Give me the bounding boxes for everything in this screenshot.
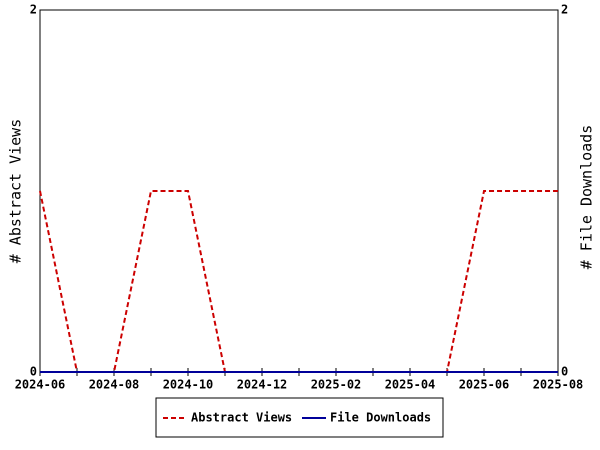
x-tick-label: 2025-04	[385, 378, 436, 392]
y-tick-label: 2	[30, 3, 37, 17]
legend-label: File Downloads	[330, 411, 431, 425]
x-tick-label: 2025-06	[459, 378, 510, 392]
x-tick-label: 2024-06	[15, 378, 66, 392]
x-tick-label: 2024-10	[163, 378, 214, 392]
y2-tick-label: 0	[561, 365, 568, 379]
y-axis-label: # Abstract Views	[7, 119, 25, 264]
x-tick-label: 2025-02	[311, 378, 362, 392]
series-line	[39, 190, 558, 373]
y2-axis-label: # File Downloads	[578, 125, 596, 270]
legend-box	[155, 397, 444, 438]
y2-tick-label: 2	[561, 3, 568, 17]
x-tick-label: 2025-08	[533, 378, 584, 392]
y-tick-label: 0	[30, 365, 37, 379]
legend-label: Abstract Views	[191, 411, 292, 425]
x-tick-label: 2024-08	[89, 378, 140, 392]
x-tick-label: 2024-12	[237, 378, 288, 392]
